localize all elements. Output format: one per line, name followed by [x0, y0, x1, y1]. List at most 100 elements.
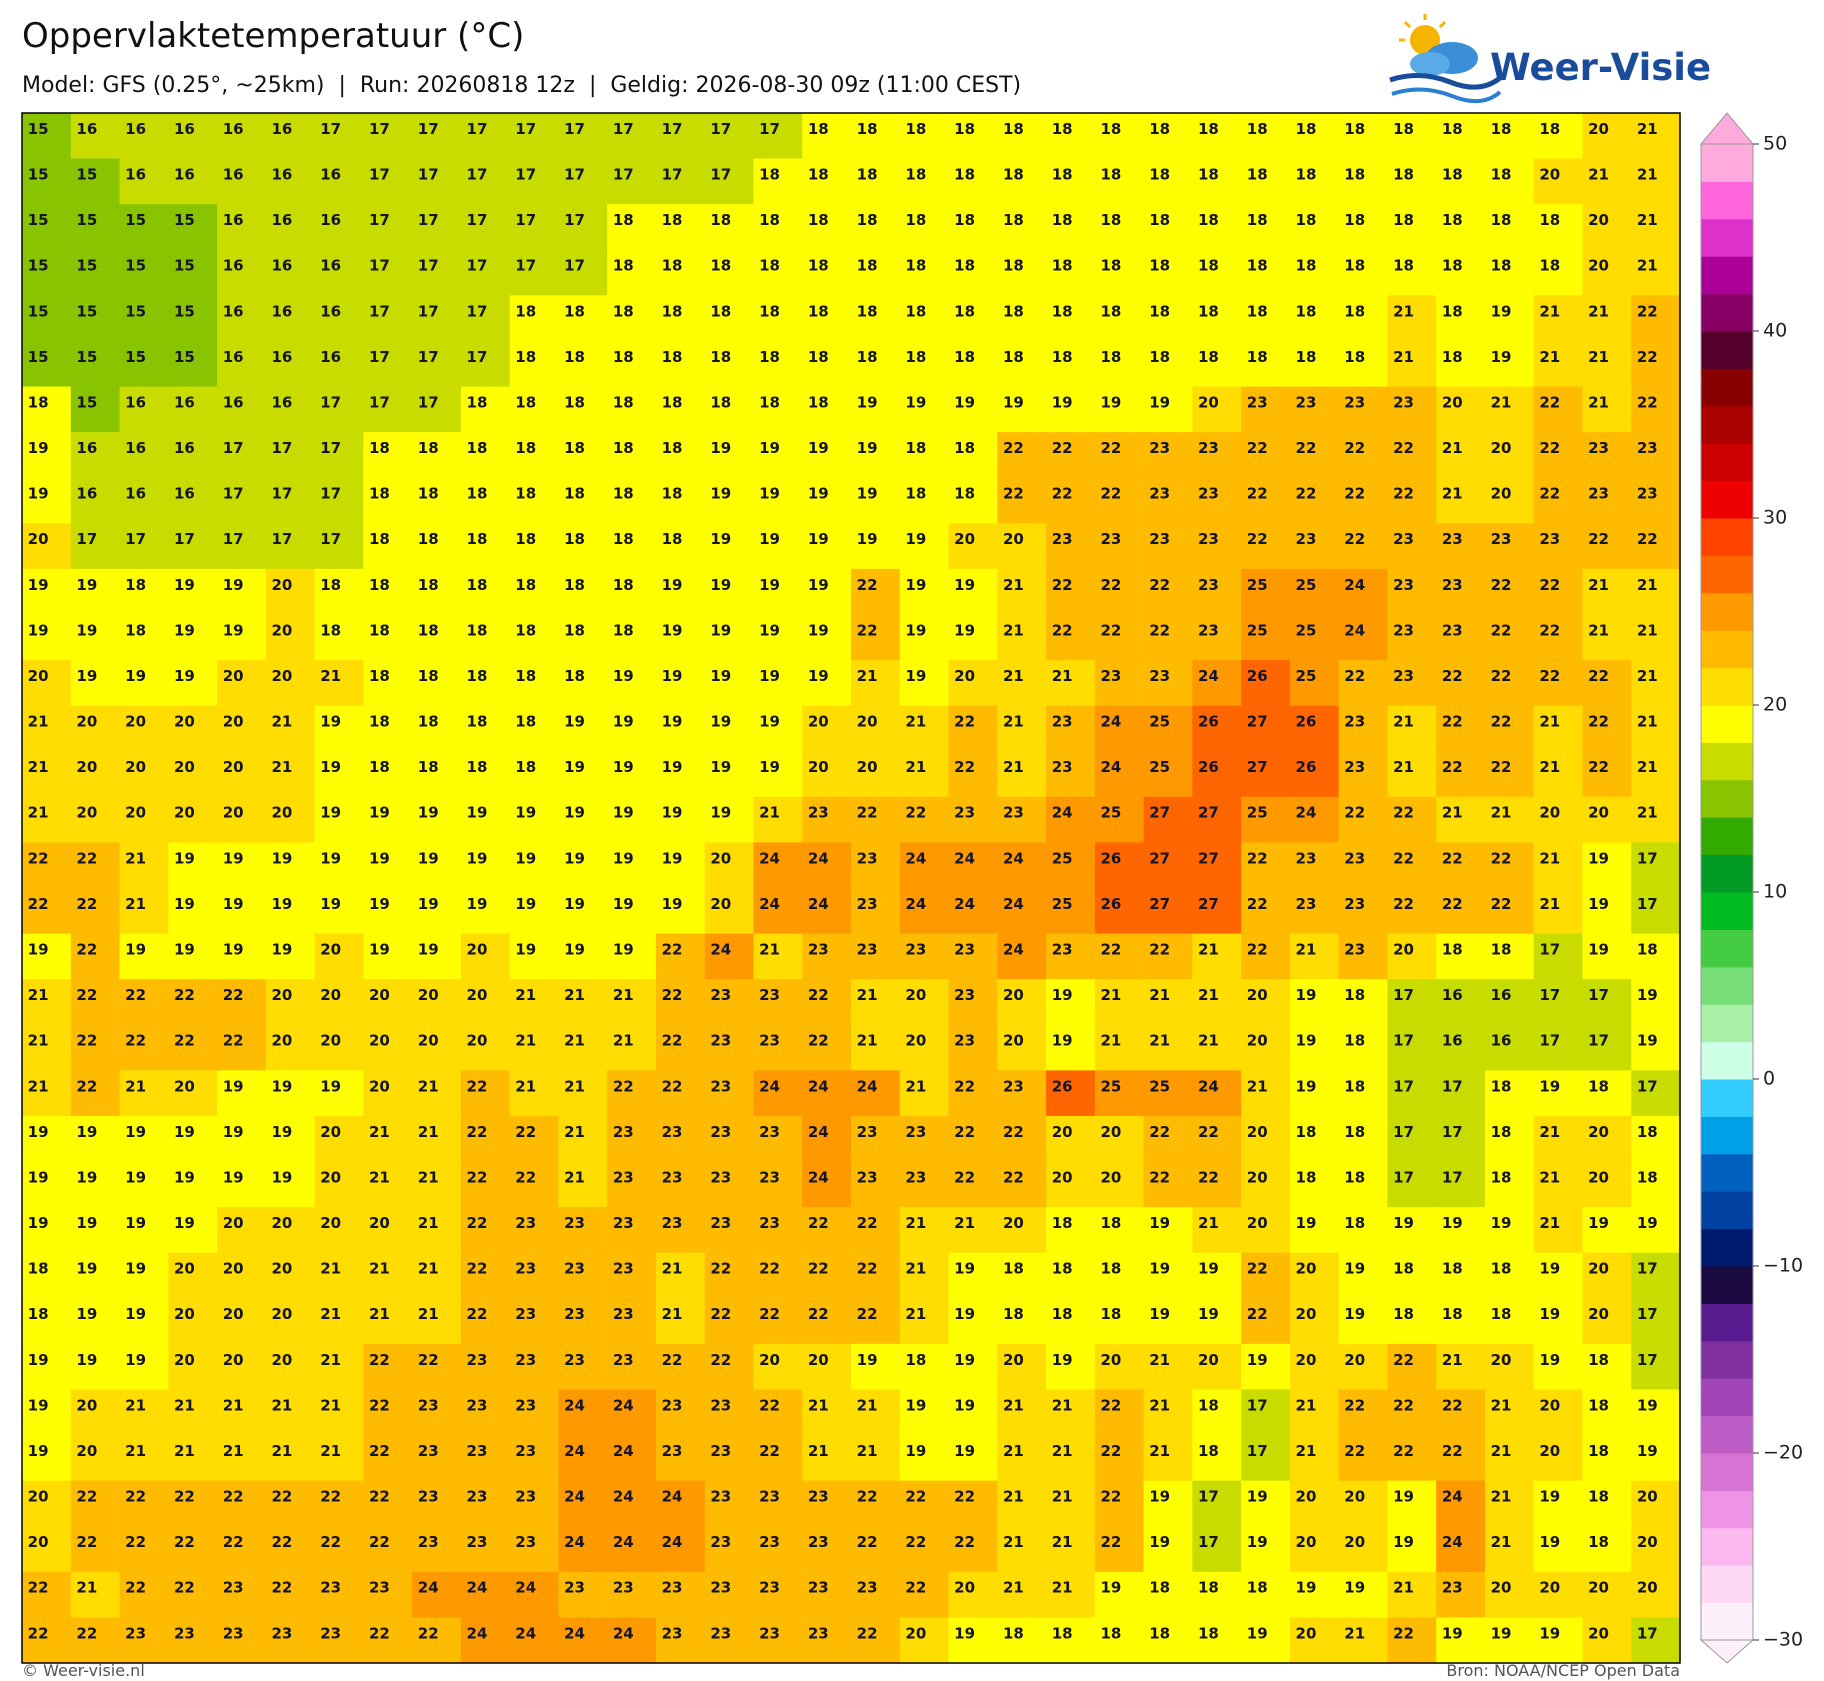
- temperature-value: 20: [1247, 1168, 1268, 1186]
- temperature-value: 21: [28, 1032, 49, 1050]
- temperature-value: 17: [515, 120, 536, 138]
- temperature-cell: [1046, 295, 1096, 342]
- temperature-value: 19: [223, 941, 244, 959]
- temperature-value: 22: [1393, 849, 1414, 867]
- temperature-value: 23: [1637, 485, 1658, 503]
- temperature-cell: [22, 432, 72, 479]
- temperature-value: 16: [223, 348, 244, 366]
- temperature-value: 19: [271, 895, 292, 913]
- temperature-value: 18: [1588, 1488, 1609, 1506]
- temperature-cell: [655, 432, 706, 479]
- temperature-cell: [363, 386, 413, 433]
- temperature-value: 21: [564, 1077, 585, 1095]
- temperature-value: 19: [1442, 1214, 1463, 1232]
- temperature-value: 22: [125, 1533, 146, 1551]
- temperature-value: 18: [1344, 1032, 1365, 1050]
- temperature-value: 19: [613, 713, 634, 731]
- temperature-value: 23: [1344, 941, 1365, 959]
- temperature-value: 19: [1539, 1624, 1560, 1642]
- colorbar-segment: [1701, 1191, 1753, 1230]
- temperature-value: 18: [125, 621, 146, 639]
- temperature-value: 17: [467, 211, 488, 229]
- temperature-cell: [1338, 158, 1389, 205]
- colorbar-tick-label: −10: [1763, 1255, 1803, 1277]
- temperature-value: 19: [808, 530, 829, 548]
- temperature-value: 22: [174, 986, 195, 1004]
- temperature-value: 22: [320, 1488, 341, 1506]
- temperature-value: 17: [1247, 1396, 1268, 1414]
- temperature-value: 20: [418, 1032, 439, 1050]
- temperature-cell: [265, 249, 316, 296]
- temperature-cell: [1241, 386, 1291, 433]
- temperature-value: 21: [1003, 713, 1024, 731]
- temperature-value: 17: [369, 120, 390, 138]
- temperature-value: 20: [1539, 1442, 1560, 1460]
- temperature-value: 21: [28, 713, 49, 731]
- temperature-value: 23: [1344, 758, 1365, 776]
- temperature-cell: [460, 113, 511, 160]
- temperature-value: 19: [467, 849, 488, 867]
- temperature-cell: [1241, 249, 1291, 296]
- colorbar-tick-label: 10: [1763, 881, 1787, 903]
- temperature-value: 21: [1539, 895, 1560, 913]
- temperature-value: 15: [76, 166, 97, 184]
- temperature-cell: [899, 249, 950, 296]
- temperature-value: 18: [564, 667, 585, 685]
- temperature-value: 18: [857, 211, 878, 229]
- temperature-value: 24: [710, 941, 731, 959]
- footer-right: Bron: NOAA/NCEP Open Data: [1446, 1661, 1680, 1680]
- temperature-value: 22: [954, 1123, 975, 1141]
- temperature-cell: [1094, 432, 1145, 479]
- temperature-value: 18: [857, 257, 878, 275]
- temperature-value: 23: [1344, 393, 1365, 411]
- temperature-cell: [265, 386, 316, 433]
- temperature-value: 17: [418, 120, 439, 138]
- temperature-value: 23: [1393, 621, 1414, 639]
- temperature-value: 18: [662, 485, 683, 503]
- temperature-value: 20: [1247, 986, 1268, 1004]
- temperature-value: 19: [271, 941, 292, 959]
- temperature-value: 21: [1344, 1624, 1365, 1642]
- temperature-value: 18: [905, 211, 926, 229]
- colorbar-tick-label: −20: [1763, 1442, 1803, 1464]
- temperature-value: 24: [613, 1488, 634, 1506]
- temperature-cell: [22, 295, 72, 342]
- temperature-value: 22: [467, 1305, 488, 1323]
- temperature-value: 18: [1344, 1168, 1365, 1186]
- temperature-value: 23: [662, 1396, 683, 1414]
- temperature-value: 18: [467, 667, 488, 685]
- temperature-value: 17: [564, 211, 585, 229]
- temperature-value: 21: [515, 1032, 536, 1050]
- temperature-value: 20: [1296, 1624, 1317, 1642]
- temperature-value: 19: [710, 667, 731, 685]
- temperature-cell: [899, 204, 950, 251]
- temperature-value: 18: [369, 713, 390, 731]
- temperature-value: 16: [174, 485, 195, 503]
- temperature-value: 19: [1198, 1260, 1219, 1278]
- temperature-value: 18: [467, 713, 488, 731]
- temperature-value: 21: [1052, 1533, 1073, 1551]
- temperature-value: 18: [1003, 1305, 1024, 1323]
- temperature-value: 27: [1149, 895, 1170, 913]
- temperature-value: 15: [174, 257, 195, 275]
- temperature-value: 18: [1100, 1260, 1121, 1278]
- temperature-value: 23: [710, 986, 731, 1004]
- temperature-cell: [1338, 113, 1389, 160]
- temperature-cell: [22, 249, 72, 296]
- temperature-value: 24: [564, 1624, 585, 1642]
- temperature-value: 19: [1149, 1214, 1170, 1232]
- temperature-value: 18: [418, 621, 439, 639]
- temperature-value: 20: [857, 713, 878, 731]
- temperature-cell: [119, 158, 169, 205]
- temperature-value: 21: [418, 1305, 439, 1323]
- temperature-value: 23: [857, 895, 878, 913]
- temperature-value: 20: [1003, 1214, 1024, 1232]
- temperature-value: 18: [515, 485, 536, 503]
- temperature-value: 19: [76, 1351, 97, 1369]
- temperature-value: 22: [1637, 530, 1658, 548]
- temperature-value: 19: [1588, 849, 1609, 867]
- temperature-cell: [1484, 113, 1535, 160]
- temperature-value: 19: [759, 485, 780, 503]
- temperature-cell: [802, 340, 852, 388]
- temperature-cell: [1046, 340, 1096, 388]
